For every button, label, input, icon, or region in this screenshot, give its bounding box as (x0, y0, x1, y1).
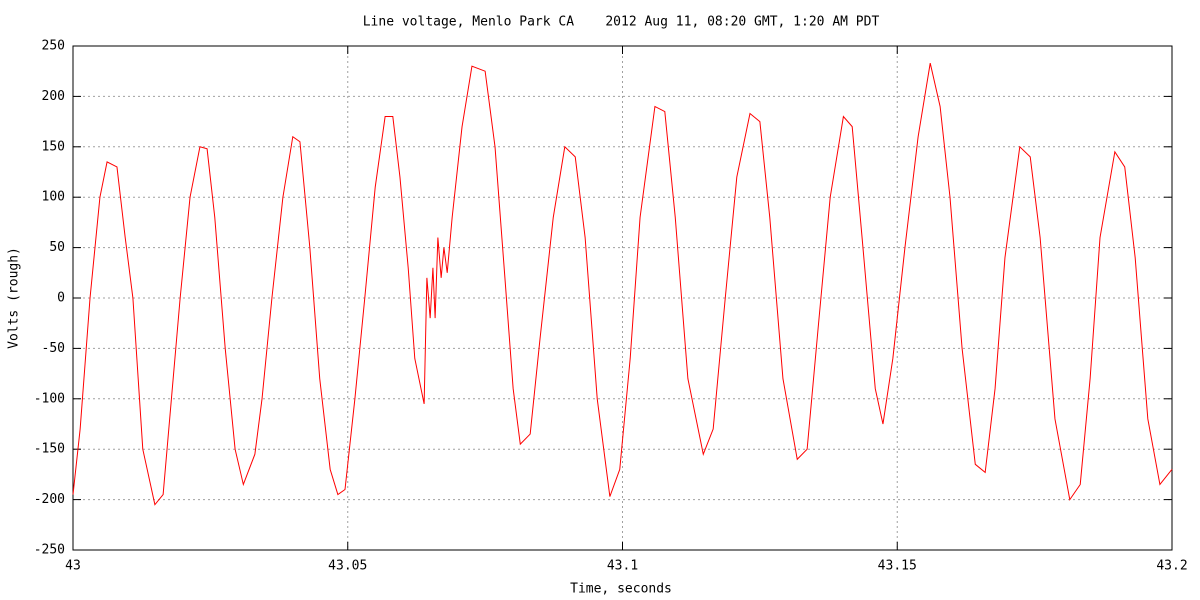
y-axis-label: Volts (rough) (7, 247, 22, 349)
x-tick-label: 43 (65, 559, 81, 574)
y-tick-label: 0 (57, 291, 65, 306)
chart-title: Line voltage, Menlo Park CA 2012 Aug 11,… (363, 15, 880, 30)
y-tick-label: -200 (34, 492, 65, 507)
plot-border (72, 45, 1173, 551)
x-tick-label: 43.05 (328, 559, 367, 574)
x-tick-label: 43.1 (607, 559, 638, 574)
data-line (72, 63, 1173, 506)
y-tick-label: -150 (34, 442, 65, 457)
y-tick-label: -50 (42, 341, 65, 356)
y-tick-label: 50 (49, 240, 65, 255)
y-tick-label: -100 (34, 391, 65, 406)
y-tick-label: 200 (42, 89, 65, 104)
y-tick-label: 100 (42, 190, 65, 205)
x-axis-label: Time, seconds (570, 582, 672, 597)
y-tick-label: 250 (42, 39, 65, 54)
x-tick-label: 43.2 (1156, 559, 1187, 574)
x-tick-label: 43.15 (878, 559, 917, 574)
y-tick-label: 150 (42, 139, 65, 154)
y-tick-label: -250 (34, 543, 65, 558)
